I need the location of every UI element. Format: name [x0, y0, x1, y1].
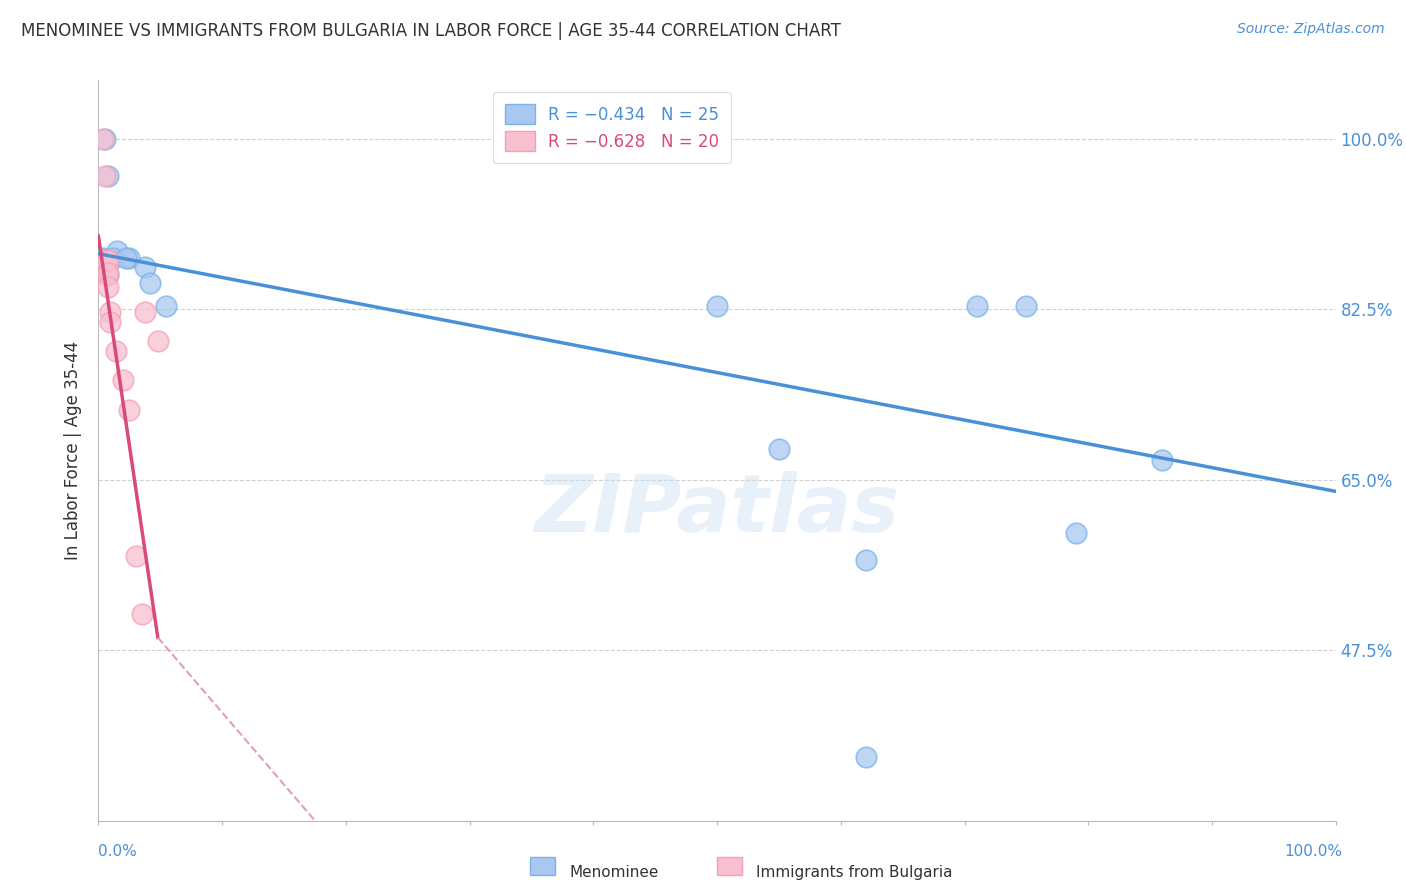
Point	[97, 268, 120, 282]
Point	[93, 256, 115, 270]
Point	[97, 280, 120, 294]
Point	[93, 132, 115, 146]
Point	[1015, 299, 1038, 313]
Point	[118, 251, 141, 265]
Point	[104, 344, 127, 359]
Point	[118, 402, 141, 417]
Point	[93, 259, 115, 273]
Y-axis label: In Labor Force | Age 35-44: In Labor Force | Age 35-44	[65, 341, 83, 560]
Point	[706, 299, 728, 313]
Point	[112, 373, 135, 387]
Point	[94, 254, 117, 268]
Point	[93, 252, 115, 267]
FancyBboxPatch shape	[717, 857, 742, 875]
Point	[855, 552, 877, 566]
Point	[96, 268, 118, 282]
Point	[97, 266, 120, 280]
Point	[93, 252, 115, 267]
Point	[94, 266, 117, 280]
Point	[96, 252, 118, 267]
Point	[124, 549, 146, 563]
Text: ZIPatlas: ZIPatlas	[534, 471, 900, 549]
Point	[94, 252, 117, 267]
Legend: R = −0.434   N = 25, R = −0.628   N = 20: R = −0.434 N = 25, R = −0.628 N = 20	[494, 92, 731, 163]
Point	[97, 169, 120, 183]
Point	[131, 607, 153, 621]
Point	[96, 259, 118, 273]
Point	[1152, 453, 1174, 467]
Text: Menominee: Menominee	[569, 865, 659, 880]
Point	[146, 334, 169, 349]
Point	[855, 750, 877, 764]
Point	[97, 253, 120, 268]
Point	[966, 299, 988, 313]
Point	[105, 244, 128, 258]
Point	[155, 299, 177, 313]
Text: MENOMINEE VS IMMIGRANTS FROM BULGARIA IN LABOR FORCE | AGE 35-44 CORRELATION CHA: MENOMINEE VS IMMIGRANTS FROM BULGARIA IN…	[21, 22, 841, 40]
Point	[103, 251, 125, 265]
FancyBboxPatch shape	[530, 857, 555, 875]
Point	[96, 260, 118, 275]
Point	[139, 276, 162, 290]
Point	[98, 305, 121, 319]
Point	[93, 132, 115, 146]
Point	[768, 442, 790, 456]
Point	[94, 254, 117, 268]
Point	[134, 305, 156, 319]
Text: Source: ZipAtlas.com: Source: ZipAtlas.com	[1237, 22, 1385, 37]
Text: Immigrants from Bulgaria: Immigrants from Bulgaria	[756, 865, 953, 880]
Point	[134, 260, 156, 275]
Point	[93, 251, 115, 265]
Text: 0.0%: 0.0%	[98, 845, 138, 859]
Point	[114, 251, 136, 265]
Point	[98, 315, 121, 329]
Text: 100.0%: 100.0%	[1285, 845, 1343, 859]
Point	[93, 169, 115, 183]
Point	[1064, 526, 1087, 541]
